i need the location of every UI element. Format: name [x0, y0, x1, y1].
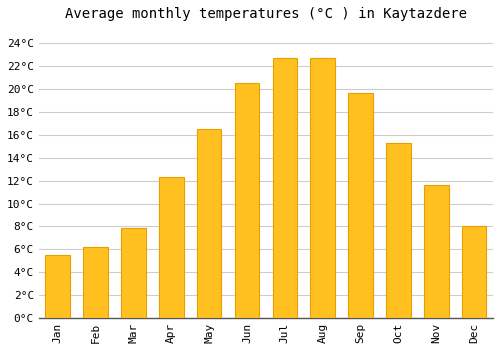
Bar	[197, 129, 222, 318]
Bar	[159, 177, 184, 318]
Bar	[84, 247, 108, 318]
Bar	[121, 228, 146, 318]
Bar	[386, 143, 410, 318]
Bar	[234, 83, 260, 318]
Bar	[46, 255, 70, 318]
Bar	[462, 226, 486, 318]
Title: Average monthly temperatures (°C ) in Kaytazdere: Average monthly temperatures (°C ) in Ka…	[65, 7, 467, 21]
Bar	[310, 58, 335, 318]
Bar	[272, 58, 297, 318]
Bar	[424, 185, 448, 318]
Bar	[348, 93, 373, 318]
